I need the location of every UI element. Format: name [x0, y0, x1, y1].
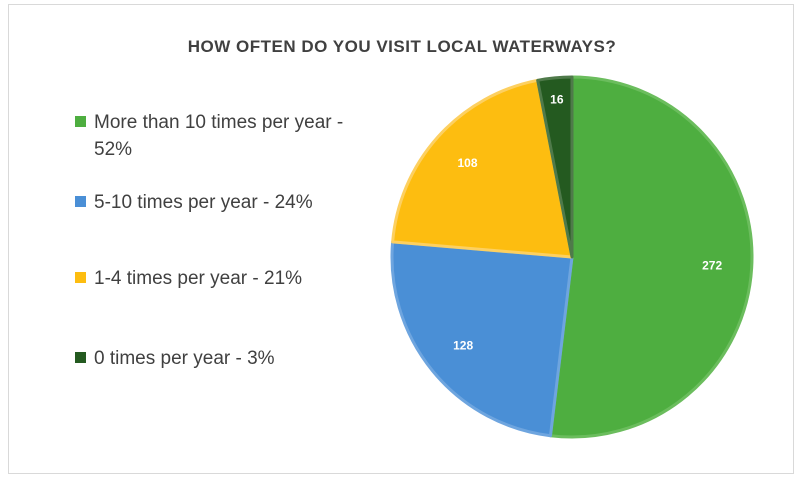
- pie-chart: 272 128 108 16: [390, 75, 754, 439]
- chart-frame: HOW OFTEN DO YOU VISIT LOCAL WATERWAYS? …: [8, 4, 794, 474]
- legend-label: 0 times per year - 3%: [94, 348, 275, 369]
- legend-swatch: [75, 196, 86, 207]
- legend-swatch: [75, 272, 86, 283]
- legend-label: More than 10 times per year - 52%: [94, 112, 344, 160]
- legend-item-1-4: 1-4 times per year - 21%: [75, 265, 354, 292]
- data-label: 128: [453, 339, 473, 353]
- slice-1-4: [391, 78, 574, 259]
- legend-item-0: 0 times per year - 3%: [75, 345, 354, 372]
- legend-item-more-than-10: More than 10 times per year - 52%: [75, 109, 354, 163]
- legend-label: 1-4 times per year - 21%: [94, 268, 303, 289]
- legend-item-5-10: 5-10 times per year - 24%: [75, 189, 354, 216]
- slice-0: [536, 75, 574, 259]
- data-label: 16: [550, 92, 564, 106]
- legend-swatch: [75, 116, 86, 127]
- slice-more-than-10: [548, 75, 754, 439]
- data-label: 272: [702, 258, 722, 272]
- chart-title: HOW OFTEN DO YOU VISIT LOCAL WATERWAYS?: [187, 37, 617, 56]
- data-label: 108: [457, 156, 477, 170]
- legend-swatch: [75, 352, 86, 363]
- legend-label: 5-10 times per year - 24%: [94, 192, 313, 213]
- slice-5-10: [390, 240, 574, 438]
